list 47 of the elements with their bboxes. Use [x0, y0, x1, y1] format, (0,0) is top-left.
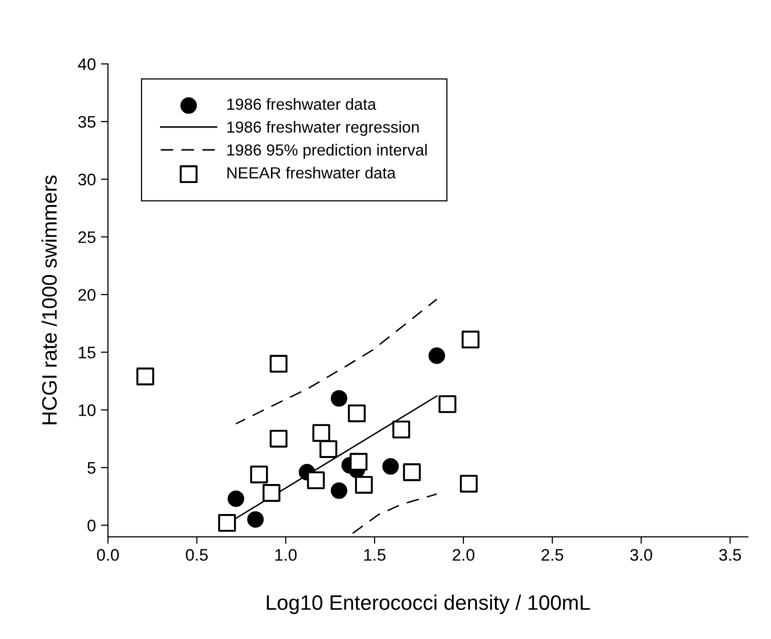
x-tick-label: 2.5 — [542, 549, 564, 561]
y-tick-label: 0 — [88, 520, 96, 532]
y-tick-label: 20 — [78, 288, 96, 301]
y-tick-label: 15 — [78, 346, 96, 358]
point — [247, 511, 264, 528]
point — [403, 463, 421, 482]
x-tick-label: 1.5 — [364, 549, 386, 561]
x-tick-label: 0.5 — [186, 549, 208, 561]
point — [330, 482, 348, 499]
point — [355, 476, 373, 494]
y-tick-label: 35 — [78, 116, 96, 128]
point — [319, 440, 338, 458]
point — [307, 471, 325, 490]
legend-label: 1986 95% prediction interval — [227, 144, 427, 159]
x-tick-label: 2.0 — [452, 549, 474, 561]
y-tick-label: 40 — [78, 58, 96, 70]
point — [228, 490, 244, 507]
x-tick-label: 3.5 — [719, 549, 741, 561]
legend-label: 1986 freshwater data — [227, 98, 376, 110]
point — [330, 390, 348, 407]
point — [270, 430, 288, 448]
point — [262, 484, 280, 502]
point — [270, 354, 288, 373]
legend-label: NEEAR freshwater data — [227, 166, 396, 179]
legend-label: 1986 freshwater regression — [227, 121, 419, 136]
point — [392, 420, 410, 438]
point — [382, 458, 399, 475]
line-series — [235, 298, 438, 424]
point — [218, 514, 236, 532]
point — [438, 395, 456, 414]
y-axis-title: HCGI rate /1000 swimmers — [42, 175, 57, 424]
point — [250, 466, 268, 484]
y-tick-label: 30 — [78, 174, 96, 186]
x-tick-label: 3.0 — [630, 549, 652, 561]
x-axis-title: Log10 Enterococci density / 100mL — [266, 594, 590, 614]
point — [348, 404, 366, 422]
x-tick-label: 1.0 — [275, 549, 297, 561]
point — [428, 347, 446, 364]
point — [462, 330, 480, 348]
x-tick-label: 0.0 — [97, 549, 119, 561]
point — [460, 474, 478, 493]
y-tick-label: 10 — [78, 404, 96, 416]
y-tick-label: 25 — [78, 231, 96, 244]
y-tick-label: 5 — [88, 462, 96, 474]
point — [136, 368, 154, 386]
point — [312, 424, 330, 442]
point — [350, 452, 368, 471]
